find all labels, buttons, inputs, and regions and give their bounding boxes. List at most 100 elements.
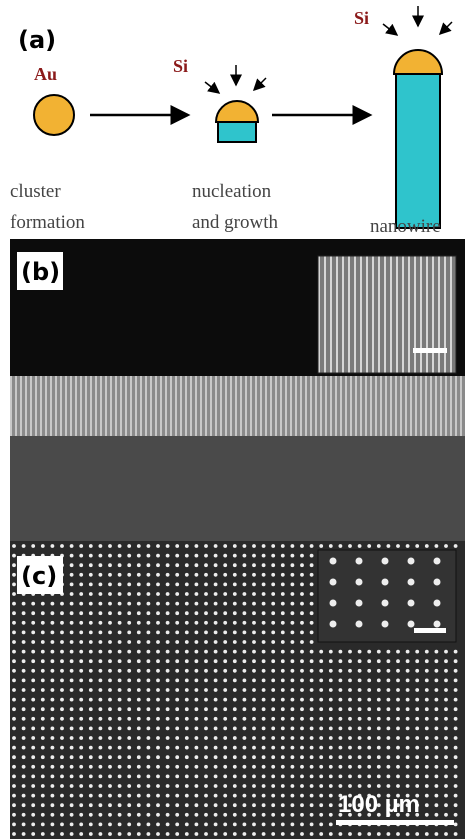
dot — [204, 668, 208, 673]
dot — [367, 726, 372, 731]
dot — [117, 697, 122, 702]
dot — [98, 668, 103, 673]
dot — [127, 726, 132, 731]
dot — [290, 668, 295, 673]
dot — [79, 620, 84, 625]
dot — [21, 755, 26, 760]
dot — [424, 668, 429, 673]
dot — [156, 812, 160, 817]
dot — [280, 755, 285, 760]
dot — [184, 774, 189, 779]
dot — [117, 803, 122, 808]
dot — [290, 611, 295, 616]
dot — [194, 572, 199, 577]
dot — [146, 611, 151, 616]
dot — [127, 755, 132, 760]
dot — [156, 611, 160, 616]
dot — [405, 755, 410, 760]
dot — [127, 601, 132, 606]
dot — [280, 620, 285, 625]
dot — [280, 764, 285, 769]
dot — [165, 640, 170, 644]
dot — [204, 745, 208, 750]
dot — [21, 649, 26, 654]
dot — [386, 803, 391, 808]
dot — [117, 764, 122, 769]
dot — [40, 774, 45, 779]
dot — [232, 793, 237, 798]
dot — [300, 774, 304, 779]
dot — [117, 668, 122, 673]
dot — [376, 659, 381, 664]
dot — [156, 832, 160, 836]
dot — [271, 553, 276, 558]
dot — [271, 793, 276, 798]
dot — [184, 822, 189, 827]
dot — [60, 726, 64, 731]
dot — [88, 803, 93, 808]
dot — [136, 668, 141, 673]
dot — [12, 620, 16, 625]
dot — [242, 630, 247, 635]
dot — [290, 563, 295, 568]
dot — [108, 640, 112, 644]
dot — [319, 649, 324, 654]
dot — [136, 630, 141, 635]
dot — [146, 774, 151, 779]
dot — [338, 774, 343, 779]
dot — [175, 563, 180, 568]
dot — [98, 793, 103, 798]
dot — [280, 668, 285, 673]
dot-array — [12, 544, 458, 836]
dot — [386, 707, 391, 712]
dot — [367, 649, 372, 654]
dot — [60, 832, 64, 836]
dot — [444, 716, 448, 721]
dot — [184, 572, 189, 577]
dot — [415, 832, 420, 836]
dot — [69, 697, 74, 702]
dot — [60, 668, 64, 673]
dot — [108, 822, 112, 827]
dot — [165, 620, 170, 625]
dot — [88, 784, 93, 788]
dot — [271, 764, 276, 769]
dot — [213, 563, 218, 568]
dot — [184, 755, 189, 760]
dot — [367, 755, 372, 760]
dot — [50, 659, 55, 664]
dot — [88, 649, 93, 654]
dot — [280, 640, 285, 644]
dot — [338, 659, 343, 664]
dot — [31, 793, 36, 798]
dot — [60, 764, 64, 769]
dot — [136, 688, 141, 692]
dot — [79, 784, 84, 788]
dot — [280, 572, 285, 577]
dot — [21, 774, 26, 779]
dot — [415, 697, 420, 702]
dot — [381, 578, 389, 586]
dot — [31, 611, 36, 616]
dot — [405, 678, 410, 683]
dot — [444, 688, 448, 692]
dot — [136, 592, 141, 596]
dot — [309, 582, 314, 587]
dot — [108, 688, 112, 692]
dot — [194, 755, 199, 760]
dot — [252, 736, 256, 740]
dot — [424, 649, 429, 654]
dot — [396, 544, 400, 548]
dot — [280, 697, 285, 702]
si-label: Si — [173, 56, 188, 76]
dot — [367, 659, 372, 664]
dot — [12, 697, 16, 702]
dot — [213, 678, 218, 683]
dot — [290, 784, 295, 788]
dot — [300, 668, 304, 673]
dot — [165, 764, 170, 769]
dot — [194, 736, 199, 740]
dot — [300, 678, 304, 683]
dot — [50, 774, 55, 779]
